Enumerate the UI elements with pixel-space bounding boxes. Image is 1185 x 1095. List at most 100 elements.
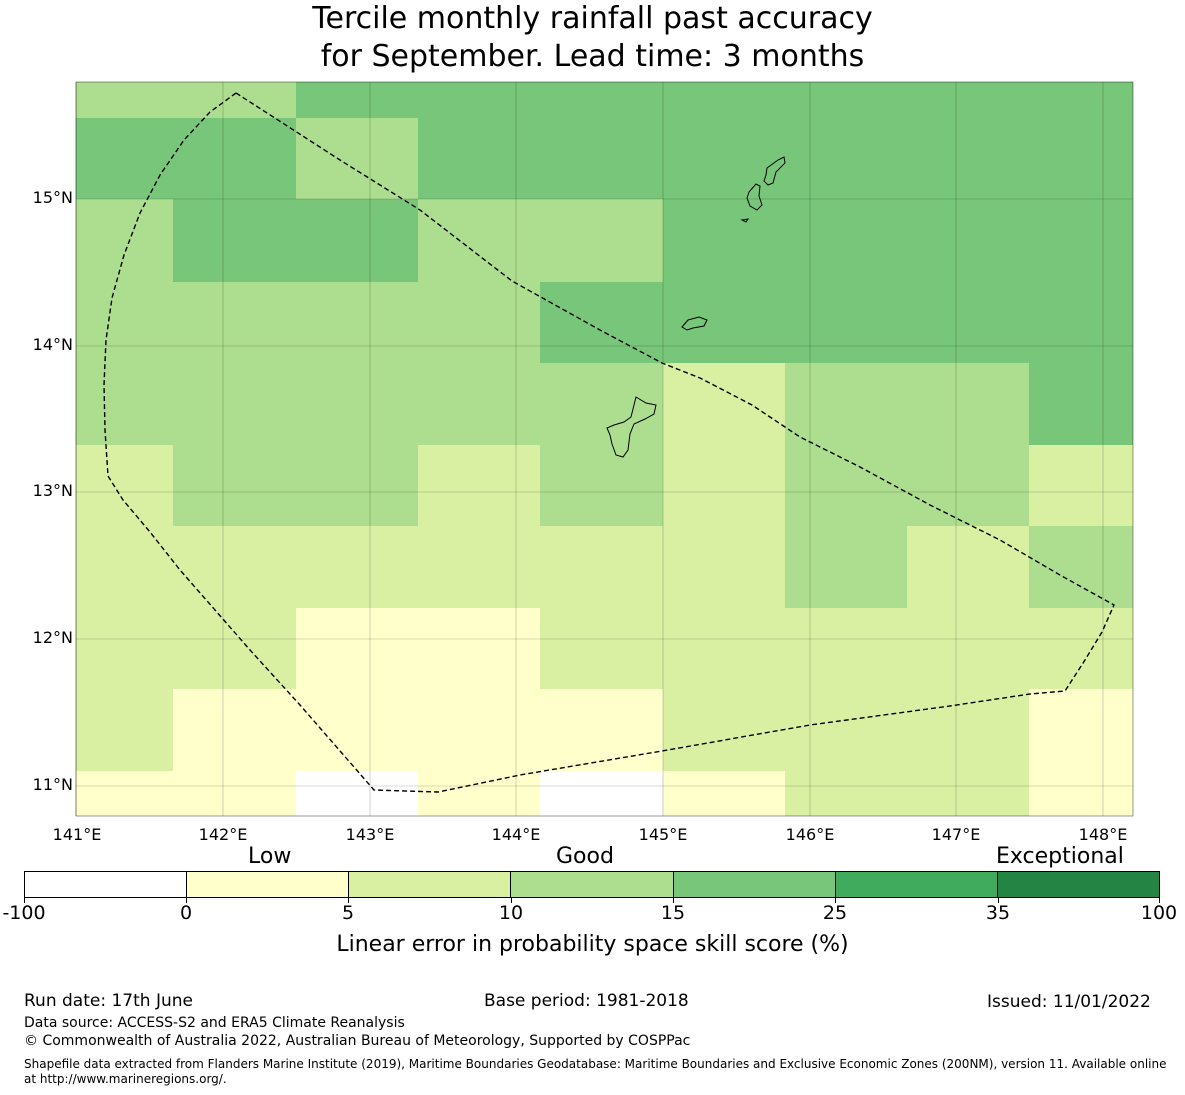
lon-label-148e: 148°E	[1078, 825, 1128, 844]
grid-cell	[296, 199, 418, 282]
map-title: Tercile monthly rainfall past accuracy f…	[0, 0, 1185, 76]
grid-cell	[173, 445, 296, 526]
legend-category-good: Good	[556, 844, 614, 869]
shapefile-credit: Shapefile data extracted from Flanders M…	[24, 1057, 1167, 1086]
grid-cell	[296, 363, 418, 445]
lon-label-145e: 145°E	[638, 825, 688, 844]
grid-cell	[663, 689, 785, 771]
grid-cell	[540, 199, 663, 282]
grid-cell	[76, 282, 173, 363]
grid-cell	[785, 445, 907, 526]
grid-cell	[907, 771, 1029, 816]
grid-cell	[663, 526, 785, 608]
legend-category-exceptional: Exceptional	[996, 844, 1124, 869]
colorbar-tickmark	[1159, 898, 1160, 903]
grid-cell	[540, 689, 663, 771]
lat-label-11n: 11°N	[32, 775, 73, 794]
grid-cell	[76, 608, 173, 689]
grid-cell	[663, 118, 785, 199]
grid-cell	[76, 363, 173, 445]
title-line-2: for September. Lead time: 3 months	[320, 39, 865, 74]
grid-cell	[418, 445, 540, 526]
grid-cell	[663, 445, 785, 526]
grid-cell	[907, 82, 1029, 118]
grid-cell	[907, 363, 1029, 445]
lat-label-14n: 14°N	[32, 335, 73, 354]
grid-cell	[540, 445, 663, 526]
grid-cell	[418, 526, 540, 608]
title-line-1: Tercile monthly rainfall past accuracy	[312, 1, 873, 36]
grid-cell	[663, 282, 785, 363]
lon-label-141e: 141°E	[52, 825, 102, 844]
colorbar-tickmark	[24, 898, 25, 903]
colorbar-tickmark	[186, 898, 187, 903]
grid-cell	[418, 689, 540, 771]
colorbar-swatch	[673, 872, 836, 897]
lat-label-15n: 15°N	[32, 188, 73, 207]
island-aguijan	[740, 218, 750, 223]
grid-cell	[296, 689, 418, 771]
grid-cell	[418, 771, 540, 816]
colorbar-tick-label: 35	[985, 902, 1011, 924]
grid-cell	[540, 282, 663, 363]
grid-cell	[1029, 689, 1133, 771]
lon-label-144e: 144°E	[491, 825, 541, 844]
grid-cell	[418, 82, 540, 118]
colorbar-swatch	[25, 872, 188, 897]
grid-cell	[540, 771, 663, 816]
grid-cell	[540, 608, 663, 689]
colorbar-swatch	[835, 872, 998, 897]
grid-cell	[663, 771, 785, 816]
grid-cell	[76, 199, 173, 282]
grid-cell	[173, 526, 296, 608]
colorbar-tickmark	[998, 898, 999, 903]
lat-label-12n: 12°N	[32, 628, 73, 647]
grid-cell	[907, 445, 1029, 526]
grid-cell	[785, 689, 907, 771]
grid-cell	[785, 82, 907, 118]
grid-cell	[173, 771, 296, 816]
colorbar-tickmark	[835, 898, 836, 903]
colorbar-swatch	[187, 872, 350, 897]
grid-cell	[785, 608, 907, 689]
island-saipan	[763, 156, 786, 186]
grid-cell	[76, 689, 173, 771]
colorbar-tick-label: -100	[2, 902, 46, 924]
grid-cell	[907, 608, 1029, 689]
grid-cell	[907, 282, 1029, 363]
colorbar-label: Linear error in probability space skill …	[336, 932, 849, 957]
grid-cell	[173, 363, 296, 445]
grid-cell	[76, 445, 173, 526]
data-source: Data source: ACCESS-S2 and ERA5 Climate …	[24, 1015, 405, 1031]
grid-cell	[296, 526, 418, 608]
grid-cell	[785, 363, 907, 445]
grid-cell	[173, 199, 296, 282]
grid-cell	[663, 82, 785, 118]
colorbar-tick-label: 0	[179, 902, 193, 924]
run-date: Run date: 17th June	[24, 991, 193, 1011]
colorbar	[24, 871, 1160, 898]
colorbar-tickmark	[348, 898, 349, 903]
grid-cell	[296, 118, 418, 199]
grid-cell	[1029, 608, 1133, 689]
grid-cell	[296, 82, 418, 118]
grid-cell	[1029, 526, 1133, 608]
grid-cell	[76, 771, 173, 816]
colorbar-tickmark	[673, 898, 674, 903]
grid-cell	[173, 282, 296, 363]
lon-label-142e: 142°E	[198, 825, 248, 844]
grid-cell	[1029, 363, 1133, 445]
grid-cell	[296, 445, 418, 526]
grid-cell	[785, 118, 907, 199]
grid-cell	[907, 118, 1029, 199]
island-tinian	[746, 183, 763, 211]
grid-cell	[785, 771, 907, 816]
grid-cell	[663, 363, 785, 445]
lat-label-13n: 13°N	[32, 481, 73, 500]
grid-cell	[1029, 445, 1133, 526]
map-frame	[75, 81, 1134, 817]
grid-cell	[540, 363, 663, 445]
grid-cell	[76, 118, 173, 199]
grid-cell	[907, 689, 1029, 771]
grid-cell	[418, 363, 540, 445]
